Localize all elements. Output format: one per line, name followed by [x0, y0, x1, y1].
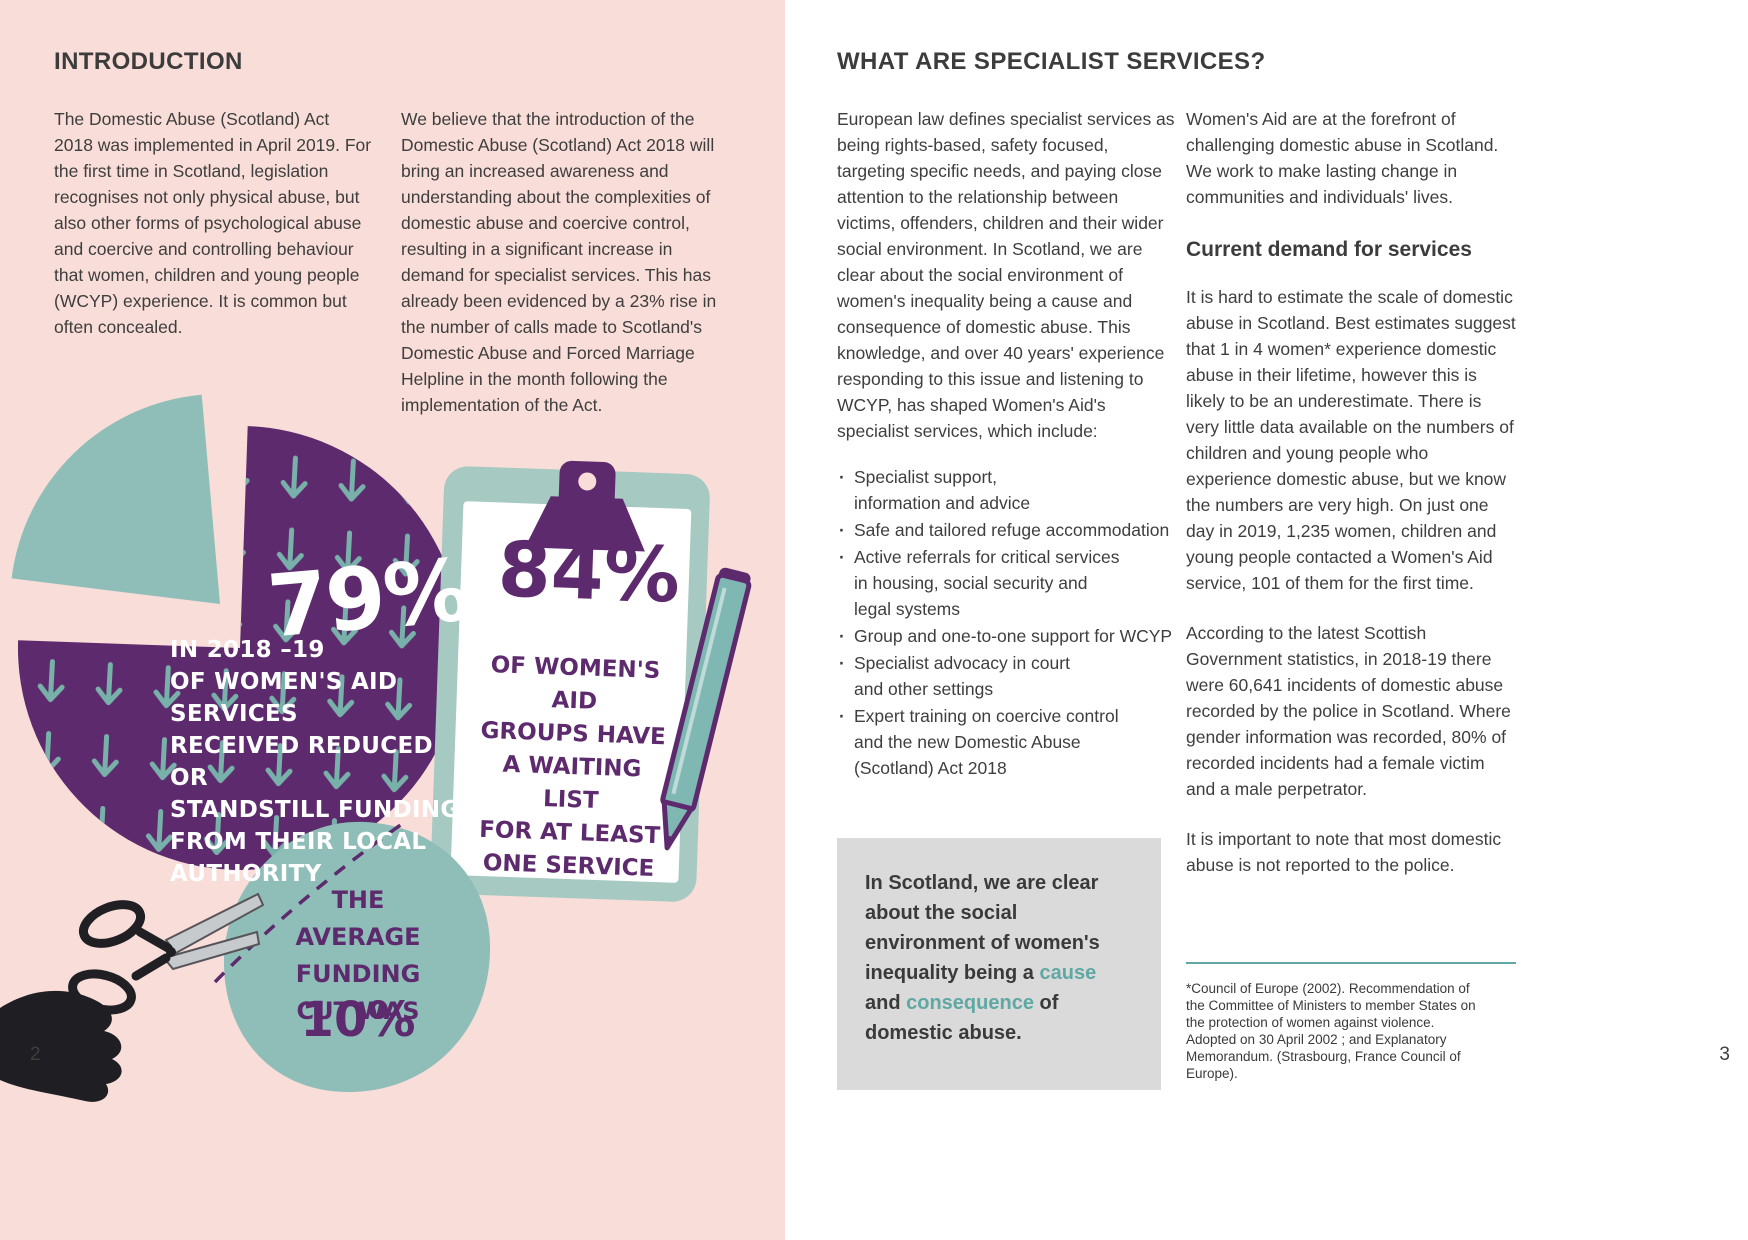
page-specialist-services: WHAT ARE SPECIALIST SERVICES? European l…: [785, 0, 1748, 1240]
funding-cut-value: 10%: [300, 992, 416, 1048]
bullet-item: Specialist support, information and advi…: [837, 464, 1177, 516]
services-column-1: European law defines specialist services…: [837, 106, 1177, 782]
bullet-text: Safe and tailored refuge accommodation: [854, 520, 1170, 540]
callout-text: In Scotland, we are clear about the soci…: [865, 868, 1133, 1048]
callout-highlight-consequence: consequence: [906, 992, 1034, 1014]
footnote-text: *Council of Europe (2002). Recommendatio…: [1186, 981, 1476, 1081]
hand-silhouette: [0, 990, 122, 1102]
bullet-text: Specialist advocacy in court and other s…: [854, 653, 1070, 699]
demand-paragraph-3: It is important to note that most domest…: [1186, 829, 1502, 875]
services-column-2: Women's Aid are at the forefront of chal…: [1186, 106, 1518, 878]
scissors-icon: [68, 892, 265, 1015]
bullet-item: Active referrals for critical services i…: [837, 544, 1177, 622]
bullet-item: Specialist advocacy in court and other s…: [837, 650, 1177, 702]
intro-paragraph-1: The Domestic Abuse (Scotland) Act 2018 w…: [54, 109, 372, 337]
demand-paragraph-1: It is hard to estimate the scale of dome…: [1186, 287, 1516, 593]
forefront-paragraph: Women's Aid are at the forefront of chal…: [1186, 109, 1499, 207]
services-intro-paragraph: European law defines specialist services…: [837, 109, 1175, 441]
pie-slice-teal: [11, 394, 220, 604]
footnote-block: *Council of Europe (2002). Recommendatio…: [1186, 962, 1516, 1082]
services-bullet-list: Specialist support, information and advi…: [837, 464, 1177, 781]
bullet-text: Group and one-to-one support for WCYP: [854, 626, 1173, 646]
bullet-text: Specialist support, information and advi…: [854, 467, 1031, 513]
callout-box: In Scotland, we are clear about the soci…: [837, 838, 1161, 1090]
demand-paragraph-2: According to the latest Scottish Governm…: [1186, 623, 1511, 799]
intro-paragraph-2: We believe that the introduction of the …: [401, 109, 717, 415]
callout-segment: and: [865, 992, 907, 1014]
page-number-left: 2: [30, 1044, 41, 1065]
bullet-item: Safe and tailored refuge accommodation: [837, 517, 1177, 543]
bullet-item: Group and one-to-one support for WCYP: [837, 623, 1177, 649]
pie-stat-caption: IN 2018 –19 OF WOMEN'S AID SERVICES RECE…: [170, 637, 460, 887]
page-introduction: INTRODUCTION The Domestic Abuse (Scotlan…: [0, 0, 785, 1240]
clipboard-stat-value: 84%: [496, 524, 682, 620]
callout-highlight-cause: cause: [1039, 962, 1097, 984]
bullet-text: Expert training on coercive control and …: [854, 706, 1119, 778]
clipboard-stat-caption: OF WOMEN'S AID GROUPS HAVE A WAITING LIS…: [478, 652, 667, 882]
callout-segment: In Scotland, we are clear about the soci…: [865, 872, 1100, 984]
callout-segment: of domestic abuse.: [865, 992, 1059, 1044]
bullet-item: Expert training on coercive control and …: [837, 703, 1177, 781]
bullet-text: Active referrals for critical services i…: [854, 547, 1120, 619]
funding-cut-caption: THE AVERAGE FUNDING CUT WAS: [295, 886, 421, 1025]
current-demand-heading: Current demand for services: [1186, 238, 1472, 261]
page-title-specialist-services: WHAT ARE SPECIALIST SERVICES?: [837, 48, 1266, 75]
page-number-right: 3: [1719, 1044, 1730, 1065]
footnote-divider: [1186, 962, 1516, 964]
page-title-introduction: INTRODUCTION: [54, 48, 243, 75]
